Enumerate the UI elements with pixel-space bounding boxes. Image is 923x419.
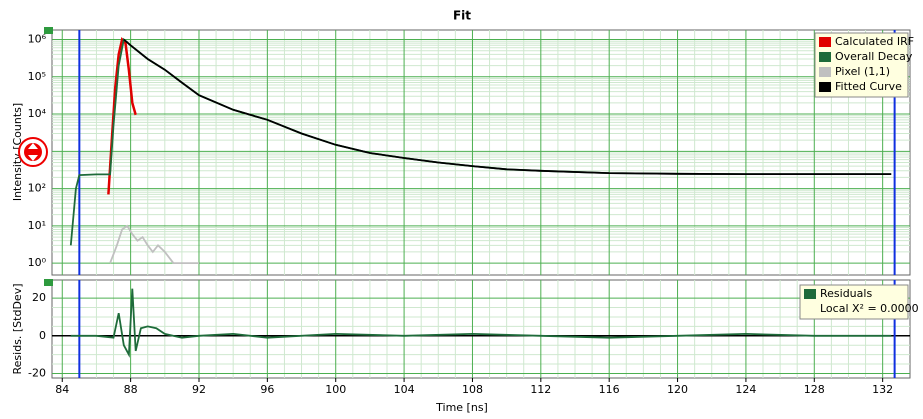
legend-label: Fitted Curve <box>835 80 902 93</box>
y-axis-label: Resids. [StdDev] <box>11 283 24 374</box>
x-tick-label: 116 <box>599 383 620 396</box>
y-tick-label: 10⁴ <box>28 107 47 120</box>
y-axis-label: Intensity [Counts] <box>11 103 24 201</box>
x-tick-label: 84 <box>55 383 69 396</box>
x-tick-label: 120 <box>667 383 688 396</box>
x-tick-label: 88 <box>124 383 138 396</box>
x-tick-label: 100 <box>325 383 346 396</box>
y-tick-label: 20 <box>32 291 46 304</box>
legend-swatch <box>804 289 816 299</box>
plot-layer: 10⁰10¹10²10³10⁴10⁵10⁶Calculated IRFOvera… <box>28 29 919 396</box>
x-tick-label: 128 <box>804 383 825 396</box>
series-line <box>123 38 892 175</box>
zoom-icon[interactable] <box>18 137 48 167</box>
plot-area <box>51 29 911 276</box>
legend-label: Pixel (1,1) <box>835 65 890 78</box>
y-tick-label: 0 <box>39 329 46 342</box>
legend-box <box>799 284 909 320</box>
x-axis-label: Time [ns] <box>435 401 488 414</box>
chart-title: Fit <box>453 9 471 23</box>
legend-swatch <box>819 52 831 62</box>
legend-label: Overall Decay <box>835 50 913 63</box>
legend-label: Residuals <box>820 287 872 300</box>
y-tick-label: 10⁶ <box>28 33 47 46</box>
x-tick-label: 132 <box>872 383 893 396</box>
legend-swatch <box>819 67 831 77</box>
series-line <box>70 288 892 358</box>
x-tick-label: 112 <box>530 383 551 396</box>
y-tick-label: 10⁵ <box>28 70 46 83</box>
series-line <box>109 224 199 264</box>
x-tick-label: 108 <box>462 383 483 396</box>
panel-toggle[interactable] <box>44 27 53 34</box>
legend-label: Calculated IRF <box>835 35 914 48</box>
legend-swatch <box>819 82 831 92</box>
y-tick-label: -20 <box>28 366 46 379</box>
plot-area <box>51 279 911 379</box>
y-tick-label: 10¹ <box>28 219 46 232</box>
legend-swatch <box>819 37 831 47</box>
x-tick-label: 92 <box>192 383 206 396</box>
x-tick-label: 124 <box>735 383 756 396</box>
panel-toggle[interactable] <box>44 279 53 286</box>
x-tick-label: 96 <box>260 383 274 396</box>
annotation: Local X² = 0.0000 <box>820 302 919 315</box>
y-tick-label: 10⁰ <box>28 256 47 269</box>
y-tick-label: 10² <box>28 182 46 195</box>
x-tick-label: 104 <box>394 383 415 396</box>
